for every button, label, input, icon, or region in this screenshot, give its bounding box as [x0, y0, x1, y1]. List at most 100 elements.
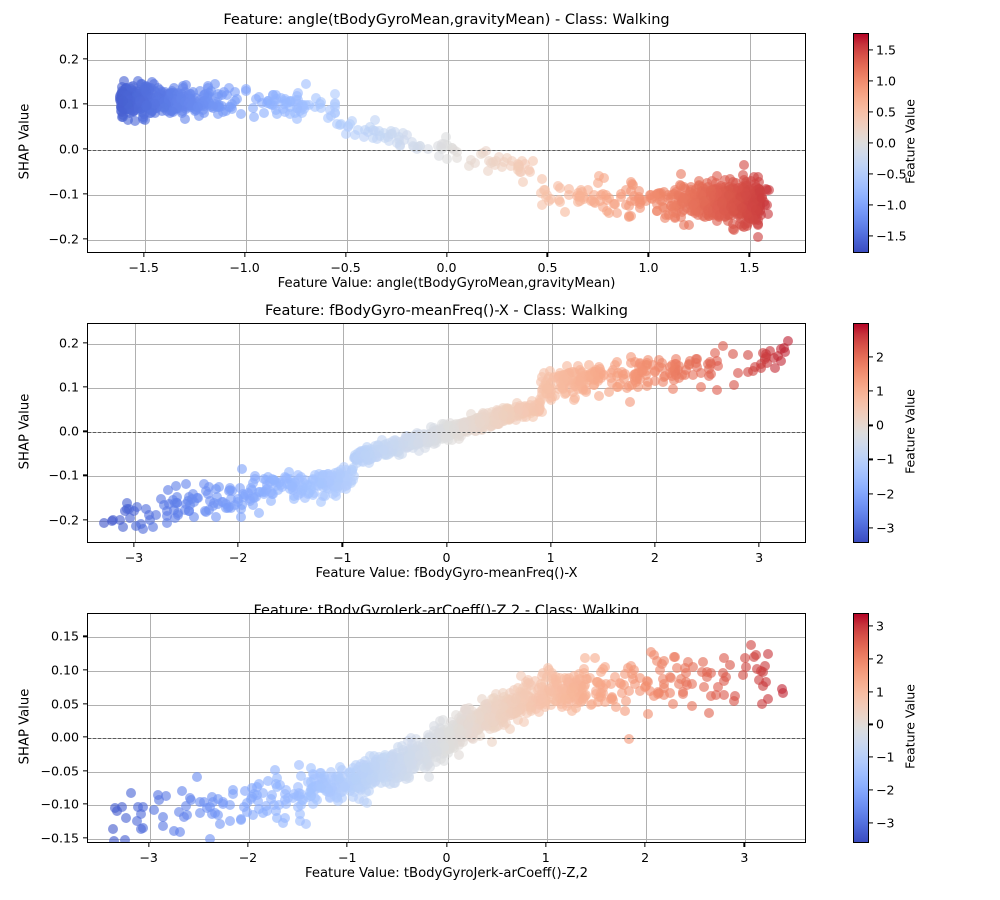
scatter-point [589, 189, 600, 200]
gridline-horizontal [88, 239, 805, 241]
y-axis-tick-mark [83, 58, 87, 60]
scatter-point [369, 751, 380, 762]
scatter-point [536, 395, 547, 406]
scatter-point [737, 669, 748, 680]
scatter-point [425, 421, 436, 432]
scatter-point [634, 185, 645, 196]
x-axis-tick-mark [341, 543, 343, 547]
scatter-point [304, 100, 315, 111]
scatter-point [158, 821, 169, 832]
colorbar-tick-label: 0 [876, 716, 885, 732]
scatter-point [296, 485, 307, 496]
scatter-point [633, 382, 644, 393]
scatter-point [158, 103, 169, 114]
x-axis-tick-label: 0.0 [436, 260, 457, 275]
scatter-point [251, 491, 262, 502]
scatter-point [718, 690, 729, 701]
y-axis-tick-mark [83, 430, 87, 432]
x-axis-tick-mark [654, 543, 656, 547]
colorbar-tick-mark [869, 235, 873, 237]
colorbar-tick-mark [869, 142, 873, 144]
x-axis-tick-label: −1 [333, 550, 352, 565]
scatter-point [625, 358, 636, 369]
scatter-point [169, 505, 180, 516]
scatter-point [706, 690, 717, 701]
scatter-point [277, 104, 288, 115]
scatter-point [440, 131, 451, 142]
scatter-point [671, 662, 682, 673]
scatter-point [117, 521, 128, 532]
scatter-point [365, 121, 376, 132]
scatter-point [569, 681, 579, 692]
scatter-point [668, 383, 679, 394]
scatter-point [527, 411, 538, 422]
y-axis-tick-mark [83, 474, 87, 477]
scatter-point [707, 175, 718, 186]
scatter-point [415, 749, 426, 760]
scatter-point [695, 382, 706, 393]
y-axis-tick-label: 0.1 [58, 96, 79, 112]
x-axis-tick-mark [545, 843, 547, 847]
scatter-point [335, 772, 346, 783]
scatter-point [185, 792, 196, 803]
gridline-vertical [649, 34, 651, 252]
colorbar-label-1: Feature Value [902, 99, 918, 184]
scatter-point [233, 494, 244, 505]
scatter-point [354, 784, 365, 795]
scatter-point [477, 693, 488, 704]
scatter-point [719, 174, 730, 185]
colorbar-tick-label: 2 [876, 349, 885, 365]
y-axis-tick-label: 0.0 [58, 141, 79, 157]
colorbar-tick-mark [869, 691, 873, 693]
scatter-point [737, 203, 748, 214]
scatter-point [567, 366, 578, 377]
scatter-point [544, 195, 555, 206]
scatter-point [295, 771, 306, 782]
scatter-point [227, 788, 238, 799]
scatter-point [137, 114, 148, 125]
scatter-point [281, 472, 292, 483]
gridline-vertical [346, 34, 348, 252]
scatter-point [671, 354, 682, 365]
scatter-point [757, 193, 768, 204]
colorbar-tick-label: 0 [876, 417, 885, 433]
scatter-point [303, 487, 314, 498]
scatter-point [545, 365, 556, 376]
colorbar-tick-label: −3 [876, 520, 895, 536]
scatter-point [761, 184, 772, 195]
colorbar-tick-mark [869, 625, 873, 627]
scatter-point [763, 648, 774, 659]
y-axis-tick-label: −0.1 [48, 186, 79, 202]
scatter-point [141, 99, 152, 110]
scatter-point [302, 480, 313, 491]
colorbar-tick-mark [869, 390, 873, 392]
scatter-point [291, 113, 302, 124]
scatter-point [211, 491, 222, 502]
scatter-point [739, 159, 750, 170]
scatter-point [645, 646, 656, 657]
scatter-point [117, 96, 128, 107]
x-axis-tick-label: 3 [740, 850, 749, 865]
scatter-point [712, 682, 723, 693]
scatter-point [140, 503, 151, 514]
scatter-point [573, 197, 584, 208]
scatter-point [558, 375, 569, 386]
scatter-point [204, 495, 215, 506]
scatter-point [334, 469, 345, 480]
scatter-point [717, 341, 728, 352]
colorbar-tick-mark [869, 204, 873, 206]
y-axis-label-2: SHAP Value [17, 393, 33, 470]
scatter-point [274, 800, 285, 811]
zero-reference-line [88, 149, 805, 151]
scatter-point [191, 492, 202, 503]
scatter-point [526, 706, 537, 717]
scatter-point [372, 440, 383, 451]
scatter-point [624, 211, 635, 222]
scatter-point [271, 105, 282, 115]
scatter-point [635, 358, 646, 369]
scatter-point [248, 112, 259, 123]
scatter-point [121, 498, 132, 509]
scatter-point [136, 518, 147, 529]
colorbar-tick-mark [869, 424, 873, 426]
